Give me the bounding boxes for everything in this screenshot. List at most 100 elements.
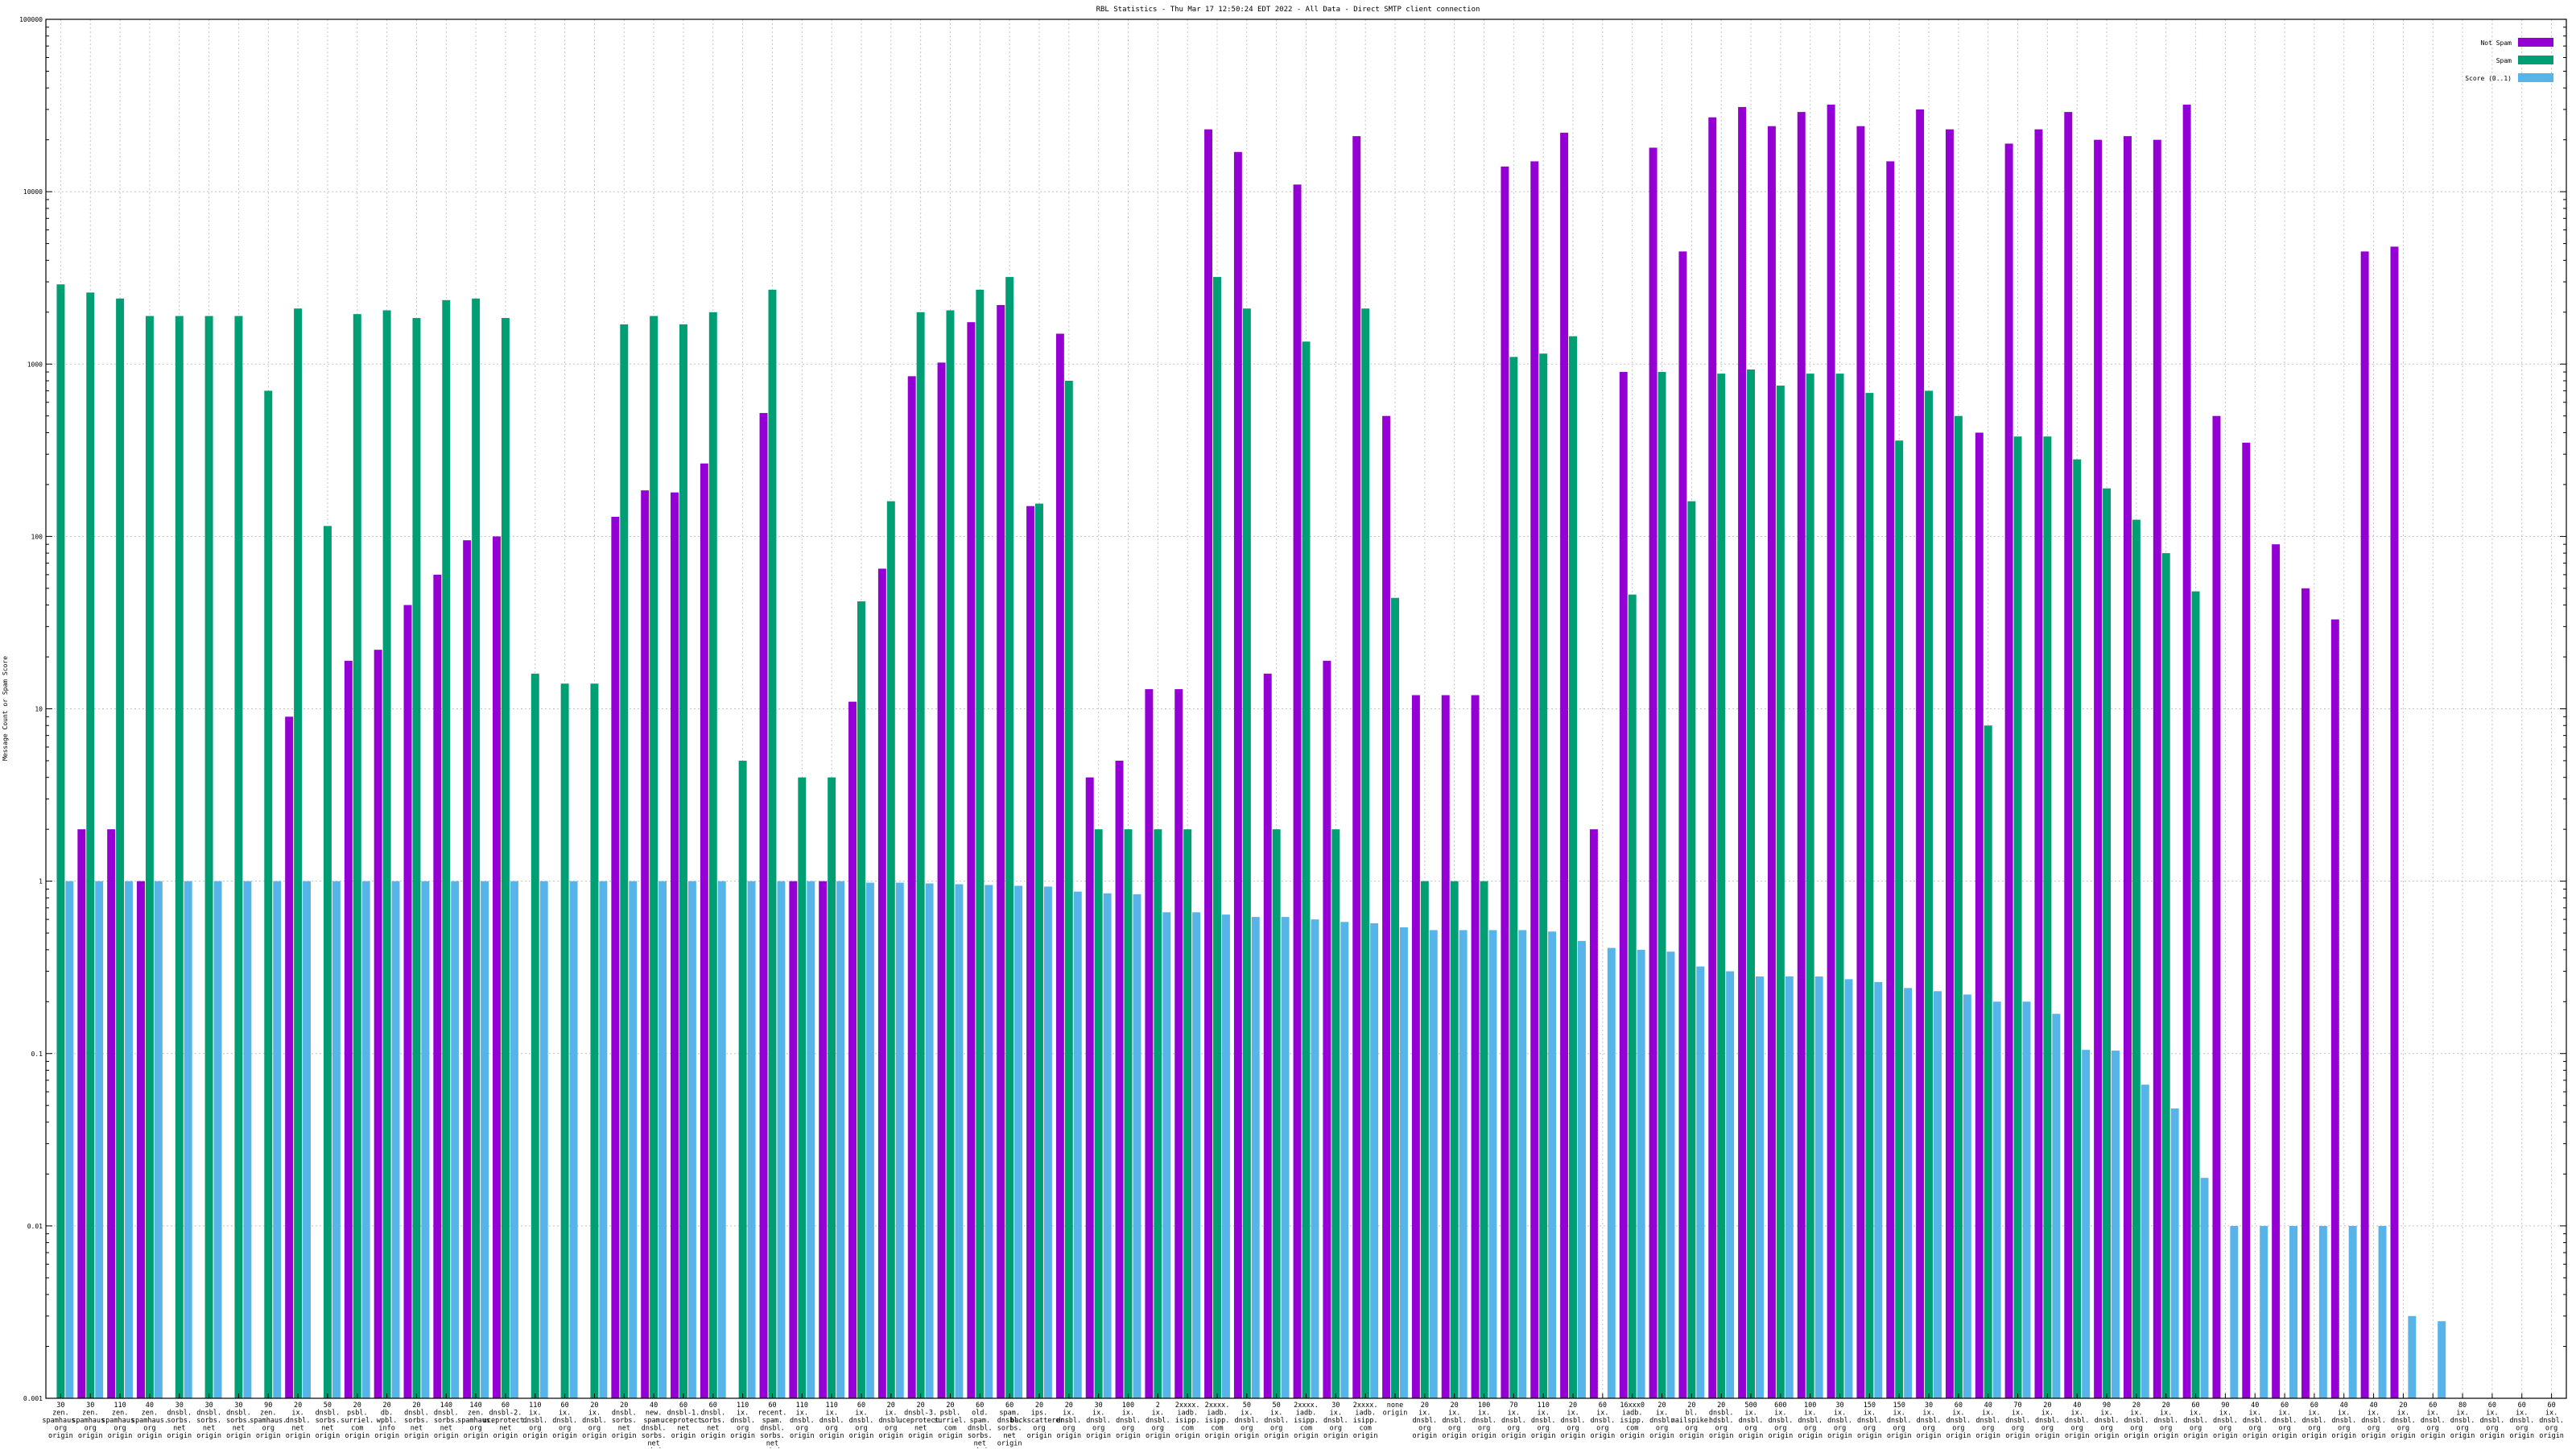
bar-not-spam — [1589, 829, 1598, 1398]
x-tick-label-line: spamhaus. — [72, 1417, 109, 1425]
x-tick-label-line: ix. — [1864, 1410, 1876, 1418]
bar-not-spam — [1323, 660, 1331, 1398]
x-tick-label-line: dnsbl-1. — [667, 1410, 700, 1418]
bar-not-spam — [1945, 129, 1954, 1398]
x-tick-label-line: spam. — [643, 1417, 664, 1425]
bar-score-0-1 — [2170, 1108, 2179, 1398]
x-tick-label-line: org — [825, 1425, 837, 1433]
x-tick-label-line: dnsbl. — [2509, 1417, 2534, 1425]
bar-score-0-1 — [1251, 917, 1260, 1398]
x-tick-label-line: org — [588, 1425, 601, 1433]
bar-score-0-1 — [1844, 979, 1853, 1398]
bar-not-spam — [1501, 166, 1509, 1398]
x-tick-label-line: dnsbl. — [226, 1410, 251, 1418]
x-tick-label-line: dnsbl. — [1649, 1417, 1674, 1425]
x-tick-label-line: origin — [1827, 1432, 1852, 1440]
bar-not-spam — [493, 536, 501, 1398]
x-tick-label-line: ix. — [2456, 1410, 2468, 1418]
bar-spam — [1687, 501, 1696, 1399]
x-tick-label-line: org — [1686, 1425, 1698, 1433]
bar-spam — [2013, 436, 2022, 1399]
x-tick-label-line: ix. — [2249, 1410, 2261, 1418]
bar-score-0-1 — [2378, 1225, 2387, 1398]
bar-not-spam — [819, 881, 828, 1398]
x-tick-label: none origin — [1383, 1402, 1408, 1418]
x-tick-label-line: sorbs. — [997, 1425, 1022, 1433]
x-tick-label-line: 30 — [56, 1402, 64, 1410]
x-tick-label-line: org — [1241, 1425, 1253, 1433]
x-tick-label: 60 spam. dnsbl. sorbs. net origin — [997, 1402, 1022, 1448]
x-tick-label-line: net — [914, 1425, 927, 1433]
bar-score-0-1 — [1637, 949, 1645, 1398]
x-tick-label: 20 ix. dnsbl. org origin — [878, 1402, 903, 1440]
legend-swatch — [2518, 56, 2553, 64]
x-tick-label-line: surriel. — [341, 1417, 374, 1425]
x-tick-label-line: net — [766, 1440, 778, 1448]
bar-score-0-1 — [2318, 1225, 2327, 1398]
x-tick-label: 20 ix. dnsbl. org origin — [1056, 1402, 1081, 1440]
bar-spam — [1984, 725, 1992, 1398]
x-tick-label-line: net — [1003, 1432, 1015, 1440]
x-tick-label-line: org — [1567, 1425, 1579, 1433]
x-tick-label-line: ix. — [529, 1410, 541, 1418]
bar-score-0-1 — [1696, 966, 1705, 1398]
bar-not-spam — [107, 829, 116, 1398]
x-tick-label-line: 40 — [146, 1402, 154, 1410]
x-tick-label-line: org — [2190, 1425, 2202, 1433]
x-tick-label: 110 ix. dnsbl. org origin — [730, 1402, 755, 1440]
bar-score-0-1 — [1370, 923, 1379, 1398]
x-tick-label: 40 ix. dnsbl. org origin — [2331, 1402, 2356, 1440]
x-tick-label-line: sorbs. — [404, 1417, 429, 1425]
x-tick-label-line: origin — [2539, 1432, 2564, 1440]
x-tick-label-line: ix. — [1330, 1410, 1342, 1418]
x-tick-label-line: origin — [2450, 1432, 2475, 1440]
x-tick-label-line: org — [2278, 1425, 2290, 1433]
x-tick-label: 20 ix. dnsbl. org origin — [2153, 1402, 2178, 1440]
x-tick-label-line: net — [173, 1425, 185, 1433]
x-tick-label-line: 60 — [768, 1402, 776, 1410]
x-tick-label: 150 ix. dnsbl. org origin — [1887, 1402, 1912, 1440]
bar-spam — [886, 501, 895, 1399]
bar-not-spam — [1560, 132, 1569, 1399]
x-tick-label-line: origin — [1620, 1432, 1645, 1440]
x-tick-label-line: origin — [1501, 1432, 1526, 1440]
bar-spam — [1480, 881, 1488, 1398]
bar-score-0-1 — [569, 881, 578, 1398]
x-tick-label: 60 ix. dnsbl. org origin — [849, 1402, 874, 1440]
bar-not-spam — [344, 660, 353, 1398]
x-tick-label-line: org — [2130, 1425, 2142, 1433]
x-tick-label-line: 20 — [887, 1402, 895, 1410]
x-tick-label-line: ix. — [1152, 1410, 1164, 1418]
x-tick-label-line: dnsbl. — [1946, 1417, 1971, 1425]
x-tick-label-line: org — [1715, 1425, 1728, 1433]
x-tick-label-line: dnsbl. — [1590, 1417, 1615, 1425]
x-tick-label-line: iadb. — [1622, 1410, 1643, 1418]
bar-score-0-1 — [421, 881, 430, 1398]
chart-title: RBL Statistics - Thu Mar 17 12:50:24 EDT… — [1096, 6, 1480, 14]
bar-spam — [708, 312, 717, 1398]
x-tick-label-line: dnsbl. — [2153, 1417, 2178, 1425]
x-tick-label-line: mailspike. — [1671, 1417, 1712, 1425]
x-tick-label-line: org — [2249, 1425, 2261, 1433]
x-tick-label-line: net — [440, 1425, 452, 1433]
x-tick-label-line: 20 — [590, 1402, 598, 1410]
bar-spam — [442, 299, 451, 1398]
x-tick-label-line: origin — [1412, 1432, 1437, 1440]
x-tick-label-line: spamhaus. — [42, 1417, 79, 1425]
bar-spam — [234, 316, 243, 1398]
legend-label: Not Spam — [2480, 39, 2512, 47]
bar-score-0-1 — [1548, 931, 1557, 1398]
x-tick-label: 60 dnsbl-2. uceprotect. net origin — [483, 1402, 528, 1440]
x-tick-label: 30 ix. dnsbl. org origin — [1827, 1402, 1852, 1440]
x-tick-label-line: origin — [108, 1432, 133, 1440]
bar-spam — [2043, 436, 2052, 1399]
x-tick-label-line: ips. — [1031, 1410, 1047, 1418]
x-tick-label-line: sorbs. — [434, 1417, 459, 1425]
x-tick-label-line: org — [1448, 1425, 1460, 1433]
bar-score-0-1 — [836, 881, 845, 1398]
bar-spam — [501, 318, 510, 1398]
bar-spam — [1420, 881, 1429, 1398]
x-tick-label-line: origin — [1649, 1432, 1674, 1440]
bar-spam — [175, 316, 184, 1398]
